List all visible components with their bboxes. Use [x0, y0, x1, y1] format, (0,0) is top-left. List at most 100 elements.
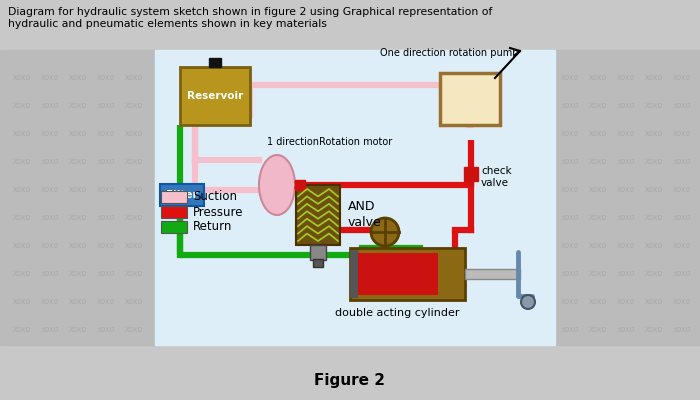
Text: xoxo: xoxo [12, 270, 30, 278]
Text: 1 directionRotation motor: 1 directionRotation motor [267, 137, 392, 147]
Text: xoxo: xoxo [644, 158, 662, 166]
Bar [310, 245, 326, 260]
Text: xoxo: xoxo [672, 158, 690, 166]
Text: xoxo: xoxo [68, 74, 86, 82]
Text: xoxo: xoxo [96, 130, 114, 138]
Text: xoxo: xoxo [96, 214, 114, 222]
Text: xoxo: xoxo [644, 102, 662, 110]
Text: xoxo: xoxo [588, 186, 606, 194]
Bar [180, 67, 250, 125]
Text: xoxo: xoxo [96, 102, 114, 110]
Text: xoxo: xoxo [68, 158, 86, 166]
Text: xoxo: xoxo [616, 214, 634, 222]
Text: AND: AND [348, 200, 375, 214]
Text: xoxo: xoxo [560, 186, 578, 194]
Bar [0, 50, 155, 345]
Text: xoxo: xoxo [672, 214, 690, 222]
Text: xoxo: xoxo [12, 186, 30, 194]
Text: xoxo: xoxo [124, 102, 142, 110]
Text: xoxo: xoxo [12, 242, 30, 250]
Text: xoxo: xoxo [124, 242, 142, 250]
Text: xoxo: xoxo [40, 158, 58, 166]
Text: xoxo: xoxo [40, 186, 58, 194]
Circle shape [521, 295, 535, 309]
Text: valve: valve [348, 216, 382, 230]
Bar [555, 50, 700, 345]
Text: xoxo: xoxo [124, 326, 142, 334]
Text: xoxo: xoxo [672, 270, 690, 278]
Text: xoxo: xoxo [560, 130, 578, 138]
Text: Pressure: Pressure [193, 206, 244, 218]
Text: xoxo: xoxo [616, 270, 634, 278]
Text: xoxo: xoxo [40, 242, 58, 250]
Ellipse shape [259, 155, 295, 215]
Bar [161, 206, 187, 218]
Text: xoxo: xoxo [68, 242, 86, 250]
Text: xoxo: xoxo [40, 326, 58, 334]
Text: xoxo: xoxo [560, 214, 578, 222]
Text: xoxo: xoxo [68, 186, 86, 194]
Text: xoxo: xoxo [616, 130, 634, 138]
Text: xoxo: xoxo [588, 270, 606, 278]
Text: xoxo: xoxo [644, 242, 662, 250]
Text: xoxo: xoxo [616, 102, 634, 110]
Text: xoxo: xoxo [40, 74, 58, 82]
Text: xoxo: xoxo [124, 270, 142, 278]
Text: xoxo: xoxo [672, 326, 690, 334]
Bar [155, 50, 555, 345]
Bar [440, 73, 500, 125]
Text: xoxo: xoxo [40, 298, 58, 306]
Text: xoxo: xoxo [12, 130, 30, 138]
Text: xoxo: xoxo [644, 214, 662, 222]
Text: xoxo: xoxo [40, 270, 58, 278]
Text: hydraulic and pneumatic elements shown in key materials: hydraulic and pneumatic elements shown i… [8, 19, 327, 29]
Text: xoxo: xoxo [644, 130, 662, 138]
Text: xoxo: xoxo [12, 298, 30, 306]
Text: xoxo: xoxo [588, 242, 606, 250]
Text: xoxo: xoxo [68, 270, 86, 278]
Text: xoxo: xoxo [68, 326, 86, 334]
Circle shape [371, 218, 399, 246]
Text: xoxo: xoxo [96, 158, 114, 166]
Text: Filter: Filter [166, 190, 198, 200]
Text: xoxo: xoxo [12, 74, 30, 82]
Text: xoxo: xoxo [96, 298, 114, 306]
Bar [350, 250, 358, 298]
Text: xoxo: xoxo [12, 326, 30, 334]
Text: xoxo: xoxo [560, 270, 578, 278]
Text: xoxo: xoxo [560, 298, 578, 306]
Text: xoxo: xoxo [588, 158, 606, 166]
Text: check
valve: check valve [481, 166, 512, 188]
Text: xoxo: xoxo [68, 298, 86, 306]
FancyBboxPatch shape [160, 184, 204, 206]
Bar [465, 269, 520, 279]
Text: Return: Return [193, 220, 232, 234]
Text: xoxo: xoxo [68, 130, 86, 138]
Text: xoxo: xoxo [560, 326, 578, 334]
Text: xoxo: xoxo [124, 214, 142, 222]
Bar [295, 180, 305, 190]
Text: xoxo: xoxo [644, 74, 662, 82]
Bar [313, 259, 323, 267]
Text: One direction rotation pump: One direction rotation pump [380, 48, 519, 58]
Text: xoxo: xoxo [588, 326, 606, 334]
Text: xoxo: xoxo [588, 214, 606, 222]
Text: xoxo: xoxo [644, 270, 662, 278]
Bar [161, 191, 187, 203]
Text: xoxo: xoxo [616, 158, 634, 166]
Text: xoxo: xoxo [616, 74, 634, 82]
Text: xoxo: xoxo [616, 298, 634, 306]
Text: xoxo: xoxo [588, 74, 606, 82]
Text: xoxo: xoxo [96, 326, 114, 334]
Text: xoxo: xoxo [616, 242, 634, 250]
Text: xoxo: xoxo [124, 298, 142, 306]
Text: xoxo: xoxo [96, 270, 114, 278]
Text: xoxo: xoxo [644, 186, 662, 194]
Text: xoxo: xoxo [588, 102, 606, 110]
Bar [296, 185, 340, 245]
Text: xoxo: xoxo [124, 186, 142, 194]
Bar [464, 167, 478, 181]
Text: xoxo: xoxo [672, 130, 690, 138]
Text: xoxo: xoxo [672, 102, 690, 110]
Text: Reservoir: Reservoir [187, 91, 243, 101]
